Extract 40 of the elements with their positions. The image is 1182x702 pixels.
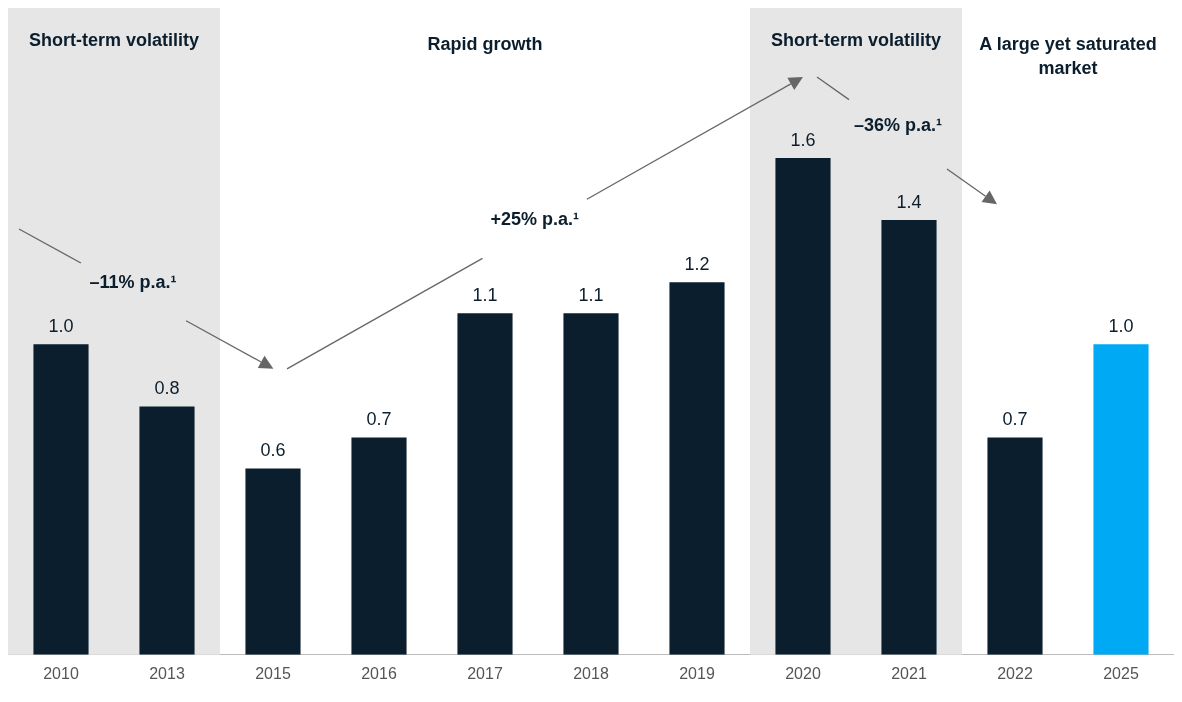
text: A large yet saturated market (978, 33, 1158, 80)
x-tick-label: 2020 (785, 664, 821, 682)
bar (245, 468, 301, 655)
data-label: 1.0 (1108, 316, 1134, 337)
x-tick-label: 2013 (149, 664, 185, 682)
bar (1093, 344, 1149, 655)
data-label: 1.2 (684, 254, 710, 275)
annotation: –11% p.a.¹ (88, 271, 178, 295)
x-tick-label: 2025 (1103, 664, 1139, 682)
text: –36% p.a.¹ (852, 113, 943, 137)
data-label: 1.1 (578, 285, 604, 306)
x-tick-label: 2010 (43, 664, 79, 682)
bar (775, 158, 831, 655)
x-tick-label: 2018 (573, 664, 609, 682)
x-tick-label: 2016 (361, 664, 397, 682)
data-label: 0.8 (154, 378, 180, 399)
x-tick-label: 2021 (891, 664, 927, 682)
data-label: 1.6 (790, 129, 816, 150)
bar (881, 220, 937, 655)
text: Rapid growth (426, 33, 544, 56)
data-label: 0.7 (1002, 409, 1028, 430)
bar (33, 344, 89, 655)
band-label: Short-term volatility (28, 29, 200, 50)
bar (351, 437, 407, 655)
data-label: 1.4 (896, 192, 922, 213)
data-label: 1.1 (472, 285, 498, 306)
bar (669, 282, 725, 655)
x-tick-label: 2022 (997, 664, 1033, 682)
x-tick-label: 2019 (679, 664, 715, 682)
bar (457, 313, 513, 655)
bar (139, 406, 195, 655)
x-tick-label: 2015 (255, 664, 291, 682)
bar (563, 313, 619, 655)
bar (987, 437, 1043, 655)
data-label: 0.7 (366, 409, 392, 430)
band-label: Short-term volatility (770, 29, 942, 50)
x-tick-label: 2017 (467, 664, 503, 682)
data-label: 1.0 (48, 316, 74, 337)
data-label: 0.6 (260, 440, 286, 461)
annotation: +25% p.a.¹ (489, 208, 580, 232)
